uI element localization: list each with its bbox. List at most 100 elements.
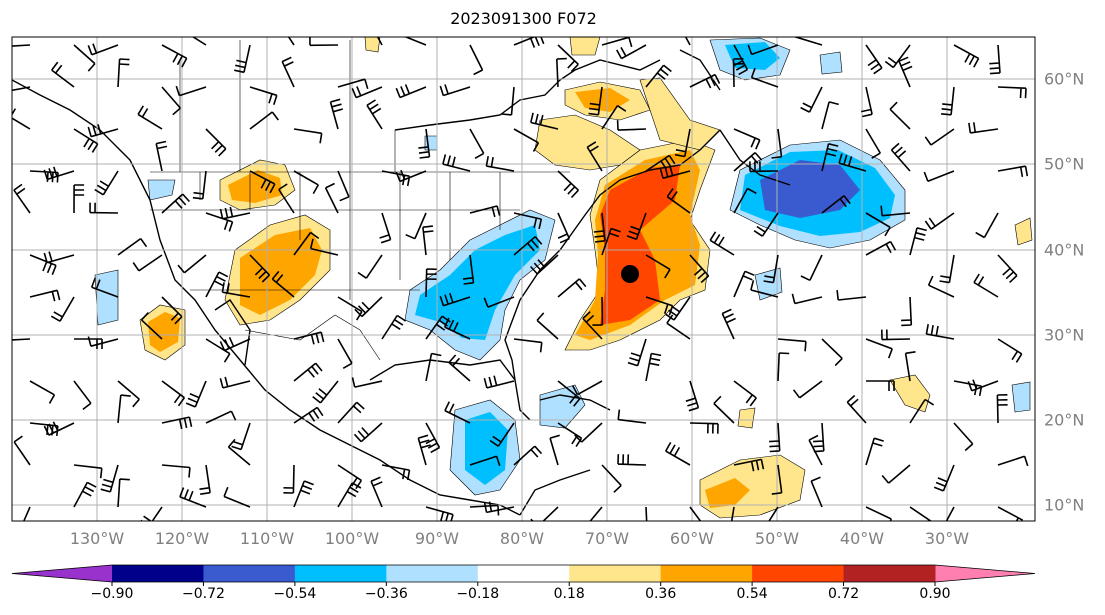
wind-barb [865,437,884,466]
wind-barb [791,293,823,305]
wind-barb [501,86,515,116]
wind-barb [821,101,839,130]
wind-barb [941,86,955,116]
wind-barb [353,422,383,443]
wind-barb [161,380,186,407]
wind-barb [996,394,1008,424]
wind-barb [29,170,59,183]
wind-barb [513,37,545,48]
storm-center-marker [621,265,639,283]
colorbar-swatch [112,565,204,582]
wind-barb [309,37,339,47]
wind-barb [425,506,454,521]
wind-barb [808,434,823,466]
wind-barb [43,421,75,436]
wind-barb [337,296,363,321]
wind-barb [425,268,437,298]
colorbar-swatch [386,565,479,582]
wind-barb [161,416,193,430]
colorbar-swatch [477,565,570,582]
wind-barb [293,406,324,424]
wind-barb [997,254,1018,283]
wind-barb [117,237,148,256]
wind-barb [777,352,790,382]
wind-barb [997,86,1027,99]
wind-barb [904,351,916,382]
wind-barb [337,401,365,424]
wind-barb [89,202,119,214]
wind-barb [444,401,471,424]
colorbar-swatch [203,565,296,582]
wind-barb [337,170,350,202]
wind-barb [161,44,188,68]
wind-barb [87,336,119,347]
colorbar-tick-label: 0.54 [736,586,768,602]
wind-barb [645,352,662,382]
wind-barb [645,64,672,88]
colorbar-tick-label: 0.36 [645,586,677,602]
wind-barb [665,442,691,466]
wind-barb [800,254,823,282]
wind-barb [889,101,911,130]
wind-barb [337,482,362,508]
wind-barb [223,486,251,508]
wind-barb [684,37,691,46]
wind-barb [880,205,911,217]
wind-barb [403,37,427,46]
wind-barb [884,44,911,69]
longitude-label: 110°W [239,529,295,548]
wind-barb [836,290,867,301]
wind-barb [199,464,211,495]
wind-barb [601,464,622,493]
wind-barb [337,464,363,490]
wind-barb [469,455,501,466]
wind-barb [351,86,383,99]
wind-barb [249,254,271,283]
wind-barbs [12,37,1029,521]
wind-barb [43,251,75,264]
wind-barb [140,312,163,340]
wind-barb [989,44,1001,75]
wind-barb [489,422,515,447]
wind-barb [666,314,691,340]
wind-barb [924,212,955,230]
longitude-label: 90°W [414,529,460,548]
wind-barb [721,308,736,340]
wind-barb [709,231,735,256]
latitude-label: 20°N [1044,410,1085,430]
wind-barb [589,506,603,521]
wind-barb [689,254,710,284]
wind-barb [733,44,749,76]
colorbar-extend-low [12,565,112,582]
latitude-label: 30°N [1044,325,1085,345]
longitude-label: 100°W [324,529,380,548]
wind-barb [665,296,691,321]
wind-barb [29,422,59,436]
wind-barb [557,278,587,298]
wind-barb [132,254,163,272]
wind-barb [192,170,207,200]
wind-barb [821,143,839,172]
wind-barb [838,153,867,172]
wind-barb [617,454,647,466]
wind-barb [997,455,1029,467]
wind-barb [483,375,515,389]
wind-barb [689,506,702,521]
wind-barb [800,86,823,113]
wind-barb [29,254,57,275]
wind-barb [90,277,119,298]
wind-barb [381,464,411,481]
wind-barb [422,225,434,256]
wind-barb [161,86,182,116]
wind-barb [231,422,251,451]
wind-barb [191,37,207,46]
colorbar-swatch [843,565,936,582]
wind-barb [689,73,721,89]
wind-barb [601,105,627,130]
map-title: 2023091300 F072 [450,9,597,28]
wind-barb [177,254,207,274]
longitude-label: 70°W [584,529,630,548]
wind-barb [733,458,765,472]
latitude-label: 10°N [1044,495,1085,515]
wind-barb [763,254,779,284]
